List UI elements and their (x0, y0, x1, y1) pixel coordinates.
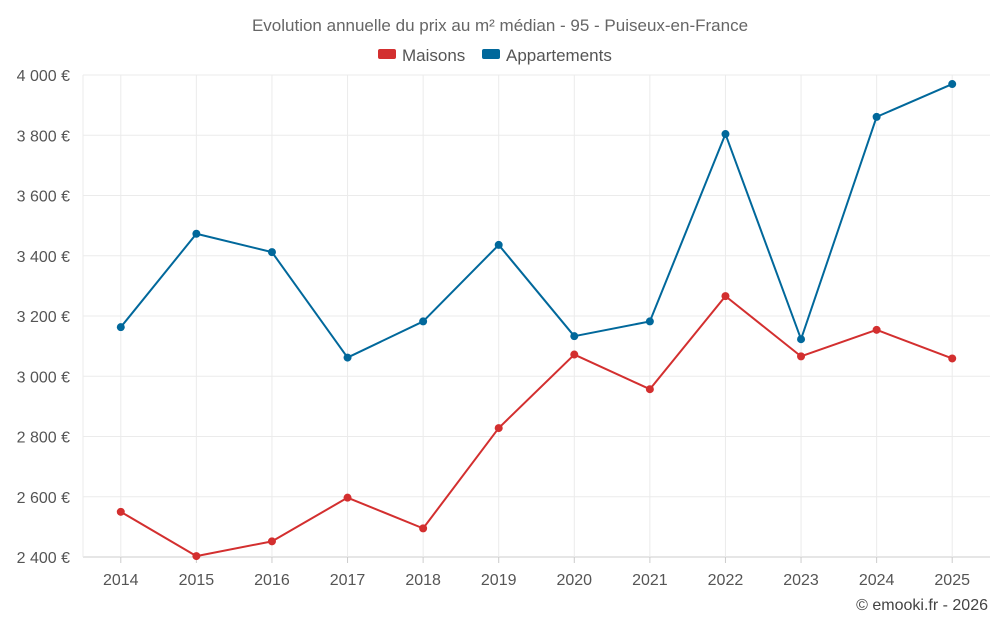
y-tick-label: 3 800 € (17, 128, 70, 145)
data-point-appartements-2015[interactable] (192, 229, 201, 238)
x-tick-label: 2014 (103, 572, 139, 589)
series-layer (116, 80, 957, 561)
y-tick-label: 4 000 € (17, 68, 70, 85)
data-point-appartements-2019[interactable] (494, 240, 503, 249)
data-point-maisons-2016[interactable] (267, 537, 276, 546)
x-tick-label: 2018 (405, 572, 441, 589)
y-tick-label: 2 400 € (17, 550, 70, 567)
data-point-maisons-2024[interactable] (872, 325, 881, 334)
y-tick-label: 3 400 € (17, 249, 70, 266)
data-point-maisons-2014[interactable] (116, 507, 125, 516)
data-point-appartements-2020[interactable] (570, 332, 579, 341)
data-point-appartements-2016[interactable] (267, 248, 276, 257)
x-axis-ticks: 2014 2015 2016 2017 2018 2019 2020 2021 2022 2023… (103, 572, 970, 589)
y-tick-label: 3 200 € (17, 309, 70, 326)
credit-text: © emooki.fr - 2026 (856, 597, 988, 614)
series-line-maisons (119, 295, 954, 558)
y-tick-label: 3 000 € (17, 369, 70, 386)
y-tick-label: 2 800 € (17, 430, 70, 447)
data-point-maisons-2015[interactable] (192, 552, 201, 561)
legend: Maisons Appartements (378, 46, 612, 65)
x-tick-label: 2024 (859, 572, 895, 589)
chart-title: Evolution annuelle du prix au m² médian … (252, 16, 748, 35)
y-gridlines (83, 74, 990, 558)
data-point-appartements-2014[interactable] (116, 323, 125, 332)
y-tick-label: 3 600 € (17, 189, 70, 206)
data-point-appartements-2023[interactable] (797, 335, 806, 344)
x-tick-label: 2015 (179, 572, 215, 589)
data-point-appartements-2025[interactable] (948, 80, 957, 89)
x-tick-label: 2023 (783, 572, 819, 589)
legend-item-maisons[interactable]: Maisons (378, 46, 465, 65)
data-point-appartements-2024[interactable] (872, 112, 881, 121)
data-point-maisons-2019[interactable] (494, 424, 503, 433)
data-point-maisons-2018[interactable] (419, 524, 428, 533)
data-point-maisons-2023[interactable] (797, 352, 806, 361)
data-point-appartements-2018[interactable] (419, 317, 428, 326)
series-appartements (116, 80, 957, 362)
data-point-maisons-2025[interactable] (948, 354, 957, 363)
x-tick-label: 2021 (632, 572, 668, 589)
y-tick-label: 2 600 € (17, 490, 70, 507)
y-axis-ticks: 2 400 € 2 600 € 2 800 € 3 000 € 3 200 € 3 400… (17, 68, 70, 567)
x-gridlines (82, 75, 953, 563)
data-point-appartements-2021[interactable] (645, 317, 654, 326)
data-point-maisons-2017[interactable] (343, 493, 352, 502)
series-maisons (116, 292, 957, 561)
data-point-appartements-2017[interactable] (343, 353, 352, 362)
x-tick-label: 2020 (556, 572, 592, 589)
legend-label-maisons: Maisons (402, 46, 465, 65)
legend-item-appartements[interactable]: Appartements (482, 46, 612, 65)
x-tick-label: 2025 (934, 572, 970, 589)
data-point-maisons-2021[interactable] (645, 385, 654, 394)
legend-swatch-appartements (482, 49, 500, 59)
x-tick-label: 2019 (481, 572, 517, 589)
data-point-maisons-2020[interactable] (570, 350, 579, 359)
series-line-appartements (119, 83, 954, 359)
x-tick-label: 2016 (254, 572, 290, 589)
data-point-maisons-2022[interactable] (721, 292, 730, 301)
x-tick-label: 2022 (708, 572, 744, 589)
x-tick-label: 2017 (330, 572, 366, 589)
legend-label-appartements: Appartements (506, 46, 612, 65)
data-point-appartements-2022[interactable] (721, 130, 730, 139)
legend-swatch-maisons (378, 49, 396, 59)
